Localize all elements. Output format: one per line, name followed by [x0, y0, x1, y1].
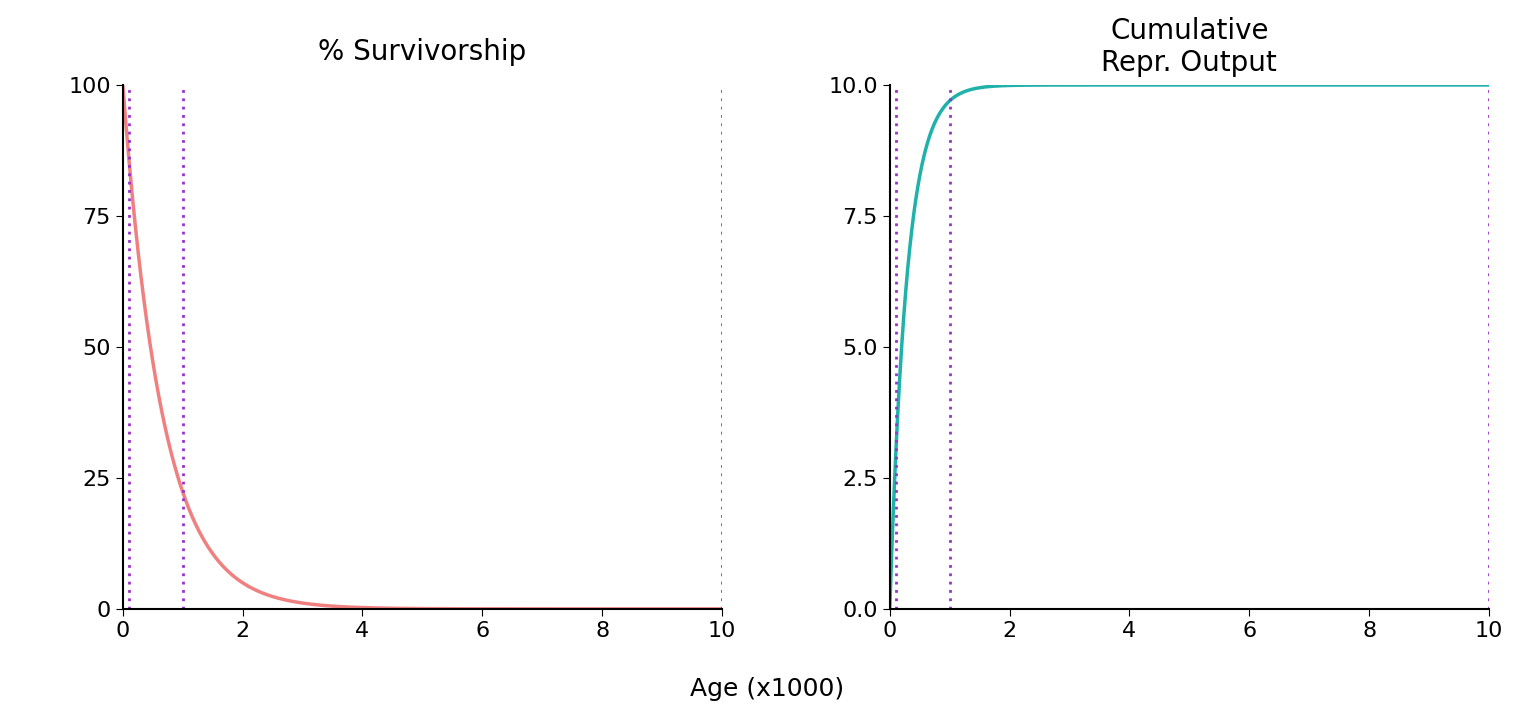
Title: Cumulative
Repr. Output: Cumulative Repr. Output — [1102, 17, 1277, 77]
Title: % Survivorship: % Survivorship — [318, 38, 527, 66]
Text: Age (x1000): Age (x1000) — [691, 677, 844, 701]
